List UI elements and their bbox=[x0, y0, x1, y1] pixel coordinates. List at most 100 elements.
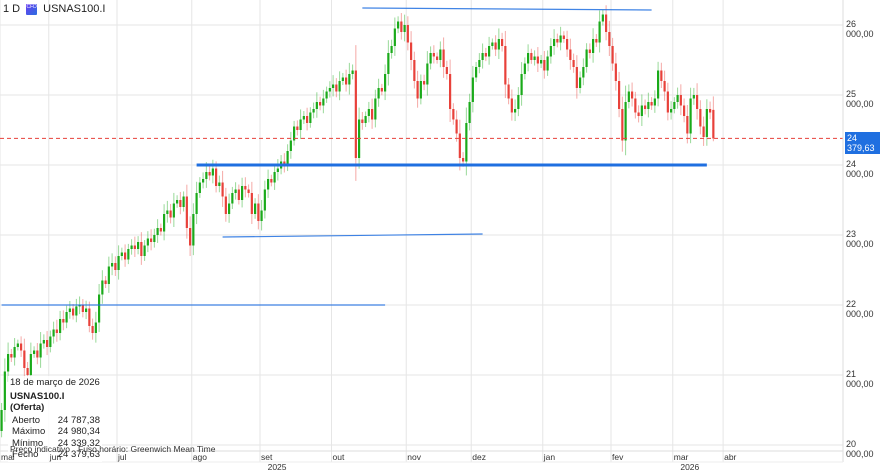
candle bbox=[124, 244, 127, 267]
candle bbox=[361, 112, 364, 130]
candle bbox=[374, 89, 377, 128]
candle-body bbox=[660, 70, 663, 81]
candle-body bbox=[657, 70, 660, 99]
candle bbox=[566, 30, 569, 57]
legend-row: Aberto 24 787,38 bbox=[10, 415, 100, 427]
candle-body bbox=[406, 25, 409, 43]
candle-body bbox=[36, 350, 39, 358]
candle bbox=[241, 177, 244, 208]
candle bbox=[267, 169, 270, 198]
candle bbox=[75, 298, 78, 323]
candle-body bbox=[283, 161, 286, 165]
candle-body bbox=[644, 105, 647, 109]
candle bbox=[624, 85, 627, 156]
candle-body bbox=[244, 186, 247, 190]
symbol-label[interactable]: USNAS100.I bbox=[43, 3, 106, 15]
candle bbox=[579, 71, 582, 94]
candle bbox=[224, 187, 227, 222]
trendlines[interactable] bbox=[1, 7, 707, 306]
candle-body bbox=[393, 28, 396, 46]
candle bbox=[137, 236, 140, 255]
candle bbox=[163, 204, 166, 241]
candle bbox=[683, 98, 686, 123]
legend-label: Aberto bbox=[12, 414, 40, 426]
candle bbox=[0, 403, 3, 438]
candle bbox=[705, 99, 708, 146]
trendline[interactable] bbox=[362, 7, 652, 11]
candle-body bbox=[111, 263, 114, 267]
candle bbox=[608, 20, 611, 57]
candle-body bbox=[296, 126, 299, 130]
candle-body bbox=[562, 35, 565, 39]
legend-row: Mínimo 24 339,32 bbox=[10, 438, 100, 450]
candle bbox=[335, 78, 338, 98]
candle bbox=[172, 192, 175, 228]
candle-body bbox=[146, 238, 149, 246]
candle bbox=[449, 59, 452, 122]
candle-body bbox=[504, 46, 507, 85]
candle-body bbox=[231, 193, 234, 204]
candle-body bbox=[634, 98, 637, 113]
candle bbox=[533, 50, 536, 66]
candle bbox=[637, 105, 640, 123]
candle-body bbox=[572, 60, 575, 67]
candle-body bbox=[345, 77, 348, 85]
candle bbox=[166, 200, 169, 223]
candle bbox=[663, 70, 666, 101]
candle-body bbox=[374, 98, 377, 120]
candle-body bbox=[260, 210, 263, 221]
candle-body bbox=[309, 112, 312, 123]
candle-body bbox=[445, 67, 448, 74]
candle-body bbox=[367, 109, 370, 116]
candle-body bbox=[23, 350, 26, 368]
x-tick-label: out bbox=[332, 452, 345, 462]
candle-body bbox=[163, 214, 166, 232]
candle bbox=[98, 284, 101, 332]
candle-body bbox=[202, 179, 205, 183]
candle bbox=[507, 78, 510, 105]
timeframe-label[interactable]: 1 D bbox=[3, 3, 21, 15]
candle bbox=[85, 300, 88, 320]
candle bbox=[491, 38, 494, 50]
candle-body bbox=[234, 189, 237, 193]
candle bbox=[23, 338, 26, 379]
candle bbox=[150, 229, 153, 251]
trendline[interactable] bbox=[222, 233, 483, 238]
candle bbox=[52, 321, 55, 344]
y-tick-label: 23 000,00 bbox=[846, 229, 874, 249]
candle-body bbox=[328, 88, 331, 92]
candle-body bbox=[478, 60, 481, 67]
candle-body bbox=[566, 39, 569, 50]
candle-body bbox=[650, 102, 653, 106]
candle-body bbox=[341, 77, 344, 81]
x-tick-label: set bbox=[261, 452, 273, 462]
candle-body bbox=[338, 81, 341, 92]
candle bbox=[384, 64, 387, 101]
candle bbox=[68, 301, 71, 319]
candle bbox=[640, 94, 643, 127]
candle-body bbox=[101, 280, 104, 295]
candle bbox=[510, 89, 513, 121]
candle bbox=[397, 16, 400, 34]
candle bbox=[699, 100, 702, 135]
candle-body bbox=[176, 200, 179, 204]
timezone: Fuso horário: Greenwich Mean Time bbox=[78, 444, 216, 454]
candle bbox=[413, 51, 416, 89]
y-tick-label: 20 000,00 bbox=[846, 439, 874, 459]
candle-body bbox=[471, 77, 474, 102]
candle-body bbox=[585, 49, 588, 67]
candle bbox=[130, 239, 133, 255]
candle-body bbox=[595, 39, 598, 43]
x-tick-label: mar bbox=[673, 452, 689, 462]
candle-body bbox=[124, 252, 127, 260]
candle bbox=[319, 96, 322, 111]
candle bbox=[328, 81, 331, 98]
candle-body bbox=[228, 203, 231, 214]
candle-body bbox=[384, 74, 387, 92]
candle bbox=[501, 32, 504, 52]
candle bbox=[676, 87, 679, 109]
candle bbox=[660, 62, 663, 88]
candle-body bbox=[3, 371, 6, 410]
candle bbox=[575, 55, 578, 99]
